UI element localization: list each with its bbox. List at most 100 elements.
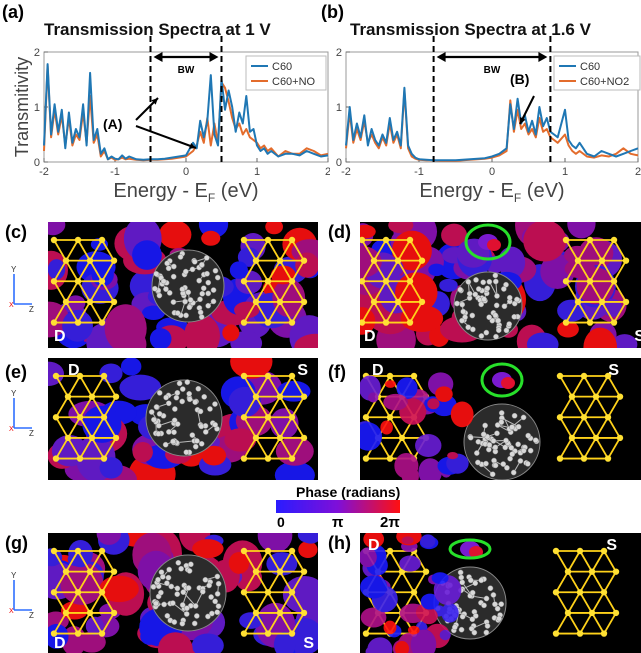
adsorbate-molecule <box>480 362 524 398</box>
bond <box>361 280 375 303</box>
gold-electrode <box>52 372 120 462</box>
bond <box>583 396 597 418</box>
bond <box>65 591 79 614</box>
bond <box>589 260 603 282</box>
gold-atom <box>264 455 272 462</box>
gold-atom <box>264 372 272 380</box>
gold-atom <box>386 414 394 421</box>
svg-text:Z: Z <box>29 305 34 314</box>
orbital-lobe <box>65 295 86 312</box>
gold-atom <box>62 568 70 575</box>
orbital-lobe <box>431 572 449 584</box>
orbital-lobe <box>360 307 376 335</box>
bond <box>53 591 67 614</box>
gold-atom <box>600 547 608 555</box>
legend: C60 C60+NO <box>245 55 327 91</box>
orbital-lobe <box>99 457 123 479</box>
carbon-atom <box>532 437 539 444</box>
carbon-atom <box>485 446 492 453</box>
carbon-atom <box>212 598 218 605</box>
carbon-atom <box>460 308 467 315</box>
carbon-atom <box>158 589 164 596</box>
orbital-lobe <box>120 358 142 376</box>
gold-atom <box>398 568 406 575</box>
carbon-atom <box>483 329 490 336</box>
carbon-atom <box>469 589 476 596</box>
bond <box>101 260 115 282</box>
gold-atom <box>386 547 394 555</box>
carbon-atom <box>454 300 460 307</box>
orbital-lobe <box>184 314 220 348</box>
bond <box>255 301 269 324</box>
bond <box>577 260 591 282</box>
bond <box>279 591 293 614</box>
carbon-atom <box>199 588 206 595</box>
carbon-atom <box>171 263 177 270</box>
carbon-atom <box>170 273 177 280</box>
bond <box>267 280 281 303</box>
x-axis-label: Energy - EF (eV) <box>419 180 564 205</box>
gold-atom <box>604 414 612 421</box>
carbon-atom <box>492 601 498 608</box>
carbon-atom <box>197 296 203 303</box>
bond <box>255 416 269 439</box>
gold-atom <box>568 434 576 442</box>
bond <box>385 260 399 282</box>
gold-atom <box>240 414 248 421</box>
carbon-atom <box>486 442 493 448</box>
carbon-atom <box>179 620 186 627</box>
orbital-lobe <box>396 377 418 399</box>
gold-atom <box>556 455 564 462</box>
carbon-atom <box>192 603 199 609</box>
carbon-atom <box>487 585 494 592</box>
bond <box>65 239 79 262</box>
gold-atom <box>422 568 430 575</box>
annotation-arrow-head <box>520 117 526 124</box>
c-c-bond <box>173 299 191 303</box>
bond <box>267 571 281 593</box>
carbon-atom <box>184 605 190 612</box>
orbital-lobe <box>142 305 166 320</box>
gold-atom <box>240 278 248 285</box>
carbon-atom <box>493 333 499 340</box>
carbon-atom <box>185 289 192 296</box>
c60-molecule <box>149 554 227 632</box>
gold-atom <box>100 372 108 380</box>
bond <box>607 396 621 418</box>
bw-label: BW <box>484 65 501 76</box>
carbon-atom <box>471 629 478 636</box>
gold-atom <box>288 278 296 285</box>
gold-atom <box>276 434 284 442</box>
orbital-lobe <box>266 552 298 576</box>
bw-arrow-head <box>538 52 548 62</box>
carbon-atom <box>508 444 515 451</box>
carbon-atom <box>503 437 509 444</box>
bond <box>103 396 117 418</box>
legend-entry: C60 <box>580 61 600 73</box>
chart-a-title: Transmission Spectra at 1 V <box>44 20 271 39</box>
gold-electrode <box>240 236 308 326</box>
carbon-atom <box>155 430 162 437</box>
carbon-atom <box>183 449 190 456</box>
orbital-lobe <box>567 222 596 239</box>
orbital-lobe <box>158 632 193 653</box>
carbon-atom <box>205 279 212 286</box>
gold-atom <box>74 547 82 555</box>
c-c-bond <box>182 587 190 606</box>
carbon-atom <box>206 582 212 589</box>
bond <box>571 416 585 439</box>
bond <box>91 416 105 439</box>
gold-atom <box>64 393 72 400</box>
bond <box>53 550 67 573</box>
bond <box>79 396 93 418</box>
source-label: S <box>303 635 314 652</box>
carbon-atom <box>494 293 500 299</box>
bond <box>101 550 115 573</box>
carbon-atom <box>482 422 488 429</box>
gold-atom <box>50 278 58 285</box>
orbital-scene <box>48 222 318 348</box>
carbon-atom <box>160 278 167 285</box>
bond <box>559 396 573 418</box>
orbital-scene <box>360 362 624 480</box>
bond <box>243 612 257 635</box>
